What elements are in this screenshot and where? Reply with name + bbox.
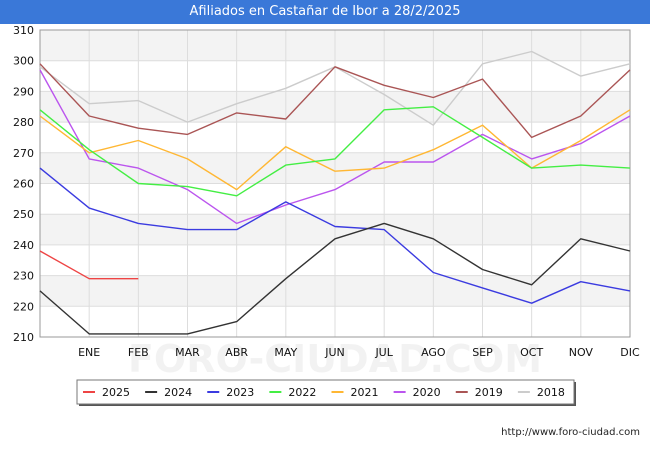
- y-tick-label: 220: [13, 300, 34, 313]
- series-line-2025: [39, 250, 139, 280]
- footer-url: http://www.foro-ciudad.com: [501, 427, 640, 438]
- watermark: FORO-CIUDAD.COM: [128, 337, 542, 381]
- legend-label-2019: 2019: [475, 386, 503, 399]
- x-tick-label: SEP: [472, 346, 493, 359]
- y-tick-label: 250: [13, 208, 34, 221]
- series-line-2023: [39, 167, 631, 304]
- x-tick-label: JUN: [324, 346, 345, 359]
- y-tick-label: 270: [13, 147, 34, 160]
- series-line-2024: [39, 222, 631, 335]
- x-tick-label: DIC: [620, 346, 640, 359]
- watermark-text: FORO-CIUDAD.COM: [128, 337, 542, 381]
- legend-label-2021: 2021: [351, 386, 379, 399]
- legend: 2025 2024 2023 2022 2021 2020 2019 2018: [76, 379, 576, 406]
- plot-border: [39, 29, 631, 338]
- x-tick-label: MAY: [274, 346, 297, 359]
- grid-lines: [39, 29, 631, 338]
- x-tick-label: JUL: [374, 346, 393, 359]
- legend-label-2023: 2023: [226, 386, 254, 399]
- y-tick-label: 210: [13, 331, 34, 344]
- y-tick-label: 260: [13, 178, 34, 191]
- series-line-2020: [39, 69, 631, 225]
- chart-title: Afiliados en Castañar de Ibor a 28/2/202…: [0, 0, 650, 24]
- y-tick-label: 280: [13, 116, 34, 129]
- y-tick-label: 290: [13, 85, 34, 98]
- y-tick-label: 310: [13, 24, 34, 37]
- series-lines: [39, 50, 631, 335]
- y-tick-label: 240: [13, 239, 34, 252]
- legend-box: [76, 379, 575, 405]
- y-tick-label: 300: [13, 55, 34, 68]
- legend-label-2022: 2022: [288, 386, 316, 399]
- series-line-2019: [39, 63, 631, 139]
- y-axis-ticks: 210 220 230 240 250 260 270 280 290 300 310: [13, 24, 34, 344]
- x-tick-label: AGO: [421, 346, 446, 359]
- x-tick-label: ENE: [78, 346, 100, 359]
- x-tick-label: ABR: [225, 346, 248, 359]
- series-line-2022: [39, 106, 631, 197]
- legend-label-2025: 2025: [102, 386, 130, 399]
- x-tick-label: FEB: [128, 346, 149, 359]
- x-tick-label: NOV: [569, 346, 594, 359]
- x-tick-label: MAR: [175, 346, 200, 359]
- y-tick-label: 230: [13, 270, 34, 283]
- legend-label-2018: 2018: [537, 386, 565, 399]
- legend-label-2024: 2024: [164, 386, 192, 399]
- x-tick-label: OCT: [520, 346, 543, 359]
- x-axis-ticks: ENE FEB MAR ABR MAY JUN JUL AGO SEP OCT NOV DIC: [78, 346, 640, 359]
- legend-label-2020: 2020: [413, 386, 441, 399]
